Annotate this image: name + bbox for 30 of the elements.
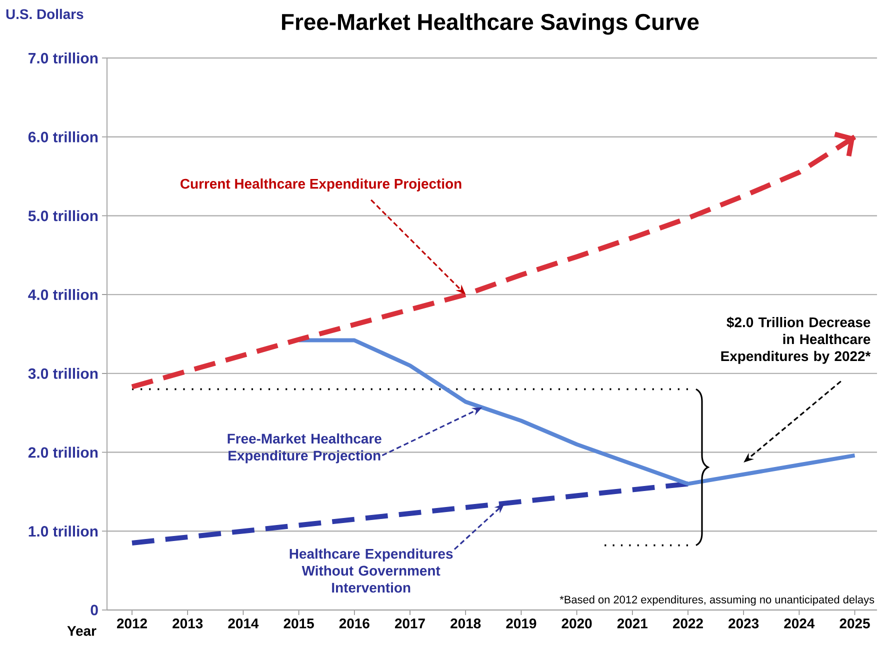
y-tick-label: 7.0 trillion	[28, 52, 98, 64]
y-axis-title: U.S. Dollars	[6, 8, 84, 20]
x-tick-label: 2019	[506, 618, 536, 628]
x-tick-label: 2023	[728, 618, 759, 628]
x-tick-label: 2015	[284, 618, 314, 628]
x-tick-label: 2025	[840, 618, 870, 628]
x-tick-label: 2024	[784, 618, 815, 628]
y-tick-label: 6.0 trillion	[28, 131, 98, 142]
y-tick-label: 0	[90, 604, 98, 616]
y-tick-label: 4.0 trillion	[28, 289, 98, 300]
x-tick-label: 2022	[672, 618, 703, 628]
y-tick-label: 5.0 trillion	[28, 210, 98, 222]
annotation: *Based on 2012 expenditures, assuming no unanticipated delays	[560, 595, 874, 606]
x-tick-label: 2020	[562, 618, 592, 628]
annotation: Healthcare Expenditures Without Government Intervention	[290, 548, 453, 593]
x-tick-label: 2018	[450, 618, 481, 628]
x-tick-label: 2016	[339, 618, 370, 628]
y-tick-label: 3.0 trillion	[28, 368, 98, 379]
annotation: Free-Market Healthcare Expenditure Projection	[228, 433, 382, 464]
x-tick-label: 2021	[617, 618, 648, 628]
x-tick-label: 2012	[116, 618, 147, 628]
annotation: $2.0 Trillion Decrease in Healthcare Expenditures by 2022*	[721, 316, 871, 364]
x-tick-label: 2013	[172, 618, 203, 628]
x-tick-label: 2014	[228, 618, 259, 628]
y-tick-label: 2.0 trillion	[28, 446, 98, 458]
annotation: Current Healthcare Expenditure Projection	[180, 178, 462, 192]
y-tick-label: 1.0 trillion	[28, 526, 98, 537]
chart-title: Free-Market Healthcare Savings Curve	[282, 13, 699, 35]
x-tick-label: 2017	[394, 618, 425, 628]
x-axis-title: Year	[67, 626, 96, 636]
